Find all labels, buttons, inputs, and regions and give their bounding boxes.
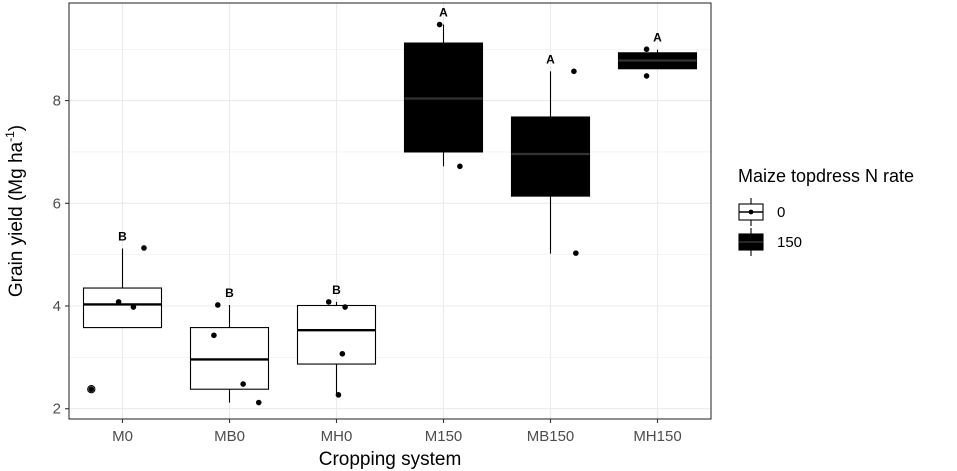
y-axis-title-main: Grain yield (Mg ha (6, 141, 27, 297)
x-tick-label: MH150 (633, 428, 681, 445)
y-axis-title-close: ) (6, 125, 27, 131)
jitter-point (255, 399, 262, 406)
jitter-point (571, 68, 577, 75)
axes: 2 4 6 8 M0 MB0 MH0 M150 MB150 MH150 (53, 93, 682, 445)
jitter-point (335, 392, 342, 398)
jitter-point (457, 163, 463, 170)
jitter-point (115, 299, 122, 305)
jitter-point (240, 381, 246, 387)
jitter-point (325, 299, 332, 305)
box-MH0 (296, 299, 377, 398)
y-tick-label: 2 (53, 401, 61, 418)
boxes (82, 21, 698, 406)
jitter-point (141, 245, 147, 251)
significance-letter: B (118, 229, 127, 243)
y-axis-title: Grain yield (Mg ha-1) (3, 125, 27, 297)
significance-letter: B (332, 283, 341, 297)
plot-panel-border (68, 2, 712, 420)
box-MH150 (617, 46, 698, 79)
jitter-point (88, 386, 95, 393)
significance-letters: B B B A A A (118, 6, 662, 300)
jitter-point (215, 302, 221, 308)
iqr-box (510, 116, 591, 197)
y-axis-title-superscript: -1 (3, 131, 17, 142)
x-tick-label: M0 (112, 428, 133, 445)
jitter-point (643, 46, 650, 53)
jitter-point (643, 73, 650, 79)
x-tick-label: M150 (425, 428, 463, 445)
jitter-point (342, 304, 348, 310)
x-tick-label: MH0 (321, 428, 353, 445)
legend-entries: 0 150 (738, 198, 802, 256)
legend-label: 150 (777, 234, 802, 251)
box-MB0 (189, 302, 270, 406)
y-tick-label: 6 (53, 195, 61, 212)
legend-title: Maize topdress N rate (738, 166, 914, 186)
significance-letter: A (546, 52, 555, 66)
x-axis-title: Cropping system (319, 449, 462, 470)
significance-letter: B (225, 286, 234, 300)
box-M150 (403, 21, 484, 170)
legend: Maize topdress N rate 0 150 (738, 166, 914, 256)
jitter-point (573, 250, 579, 256)
iqr-box (296, 304, 377, 365)
y-tick-label: 4 (53, 298, 61, 315)
significance-letter: A (653, 31, 662, 45)
y-tick-label: 8 (53, 93, 61, 110)
legend-entry: 0 (738, 198, 785, 226)
jitter-point (130, 304, 137, 310)
jitter-point (211, 332, 217, 339)
box-MB150 (510, 68, 591, 256)
legend-entry: 150 (738, 228, 802, 256)
legend-label: 0 (777, 204, 785, 221)
x-tick-label: MB150 (527, 428, 575, 445)
legend-key-point (748, 209, 754, 215)
significance-letter: A (439, 6, 448, 20)
jitter-point (436, 21, 443, 28)
box-M0 (82, 245, 163, 394)
x-tick-label: MB0 (214, 428, 245, 445)
iqr-box (82, 287, 163, 329)
jitter-point (339, 350, 346, 357)
